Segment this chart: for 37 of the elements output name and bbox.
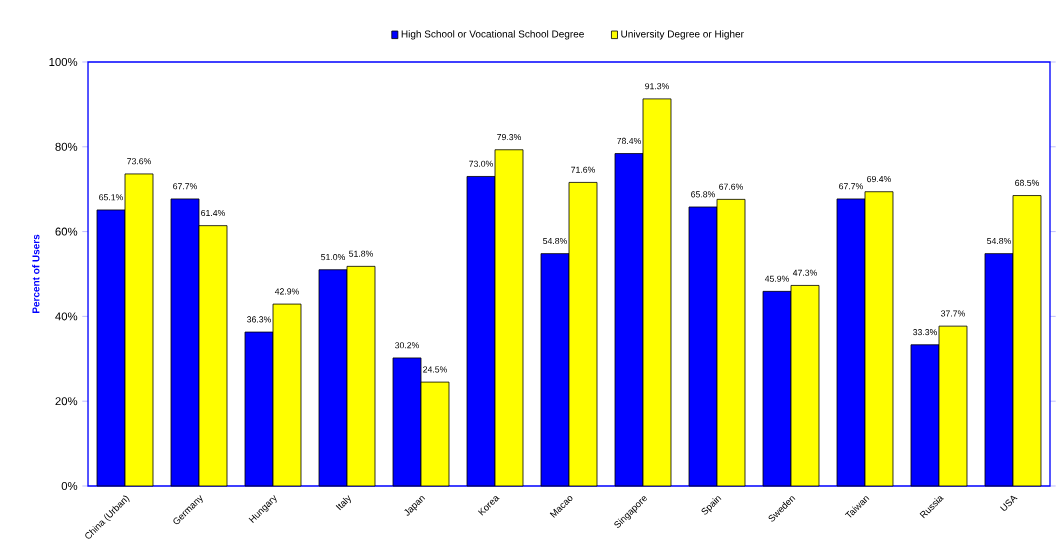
data-label: 33.3% [913, 329, 937, 336]
legend-label: University Degree or Higher [621, 30, 744, 40]
y-tick-label: 20% [55, 397, 78, 406]
data-label: 54.8% [543, 237, 567, 245]
x-tick-label: USA [1000, 495, 1018, 511]
data-label: 79.3% [497, 134, 521, 141]
data-label: 61.4% [201, 209, 225, 217]
y-tick-label: 0% [61, 481, 78, 490]
y-tick-label: 40% [55, 312, 78, 321]
data-label: 65.1% [99, 194, 123, 201]
y-tick-label: 60% [55, 227, 78, 236]
data-label: 78.4% [617, 137, 641, 144]
data-label: 37.7% [941, 310, 965, 317]
data-label: 67.7% [173, 183, 197, 190]
data-label: 51.8% [349, 250, 373, 257]
data-label: 68.5% [1015, 179, 1039, 186]
data-label: 24.5% [423, 366, 447, 373]
data-label: 51.0% [321, 254, 345, 261]
legend-label: High School or Vocational School Degree [401, 30, 584, 40]
x-tick-label: Italy [335, 495, 351, 511]
y-axis-title: Percent of Users [32, 234, 40, 314]
data-label: 36.3% [247, 316, 271, 323]
data-label: 71.6% [571, 166, 595, 173]
data-label: 69.4% [867, 176, 891, 183]
y-tick-label: 80% [55, 142, 78, 151]
data-label: 67.7% [839, 183, 863, 190]
data-label: 91.3% [645, 83, 669, 90]
data-label: 47.3% [792, 269, 817, 276]
data-label: 65.8% [691, 191, 715, 198]
data-label: 67.6% [719, 183, 743, 190]
y-tick-label: 100% [49, 57, 78, 66]
data-label: 42.9% [274, 288, 299, 295]
data-label: 54.8% [987, 237, 1011, 245]
data-label: 73.0% [469, 160, 493, 167]
data-label: 30.2% [395, 342, 419, 349]
data-label: 73.6% [127, 158, 151, 165]
data-label: 45.9% [764, 275, 789, 282]
